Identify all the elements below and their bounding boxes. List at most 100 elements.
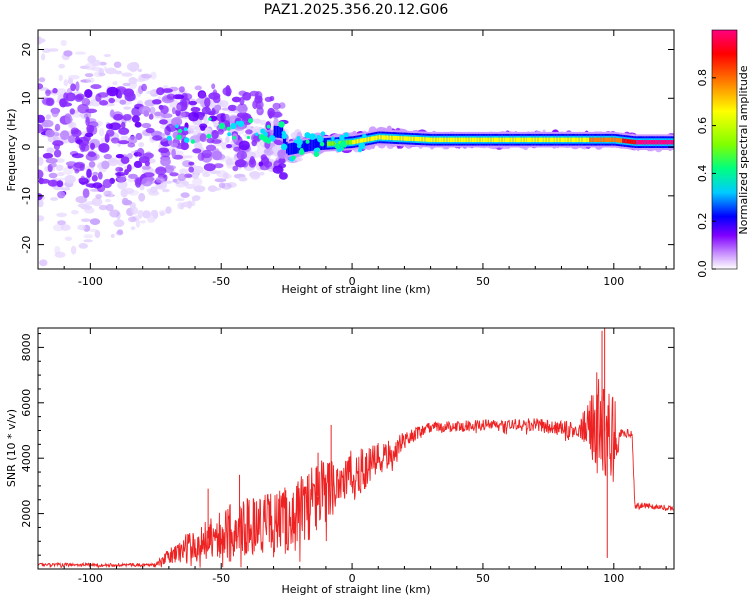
spectrogram-speckle (75, 196, 88, 204)
snr-marks (38, 328, 674, 569)
spectrogram-speckle (140, 73, 152, 79)
spectrogram-ridge-cell (394, 135, 397, 141)
spectrogram-ridge-cell (652, 140, 654, 145)
snr-y-tick-label: 8000 (20, 333, 33, 361)
spectrogram-speckle (146, 90, 156, 95)
spectrogram-blob (160, 113, 173, 119)
spectrogram-ridge-cell (628, 139, 631, 144)
spectrogram-blob (236, 150, 248, 160)
spectrogram-speckle (238, 176, 248, 182)
spectrogram-speckle (120, 188, 128, 198)
spectrogram-speckle (94, 229, 101, 239)
spectrogram-blob (123, 88, 135, 97)
spectrogram-speckle (117, 229, 124, 235)
spectrogram-ridge-cell (474, 137, 477, 142)
spectrogram-x-tick-label: -100 (78, 275, 103, 288)
spectrogram-ridge-cell (535, 137, 538, 142)
spectrogram-speckle (165, 206, 172, 214)
spectrogram-speckle (127, 177, 136, 183)
spectrogram-speckle (202, 172, 211, 178)
spectrogram-peak (206, 133, 212, 139)
spectrogram-speckle (58, 74, 63, 82)
spectrogram-ridge-cell (661, 140, 664, 145)
spectrogram-ridge-cell (509, 137, 511, 142)
spectrogram-blob (128, 136, 138, 144)
spectrogram-ridge-cell (637, 140, 640, 145)
spectrogram-peak (296, 136, 301, 140)
spectrogram-speckle (149, 106, 156, 115)
spectrogram-blob (177, 173, 187, 182)
spectrogram-ridge-cell (491, 137, 494, 142)
spectrogram-blob (85, 132, 94, 138)
snr-y-tick-label: 6000 (20, 389, 33, 417)
spectrogram-speckle (160, 133, 166, 137)
spectrogram-ridge-cell (619, 138, 621, 143)
spectrogram-blob (86, 168, 92, 178)
spectrogram-speckle (109, 157, 115, 164)
spectrogram-y-axis-title: Frequency (Hz) (5, 109, 18, 192)
spectrogram-ridge-cell (396, 135, 398, 141)
spectrogram-speckle (103, 66, 108, 71)
spectrogram-blob (271, 111, 283, 118)
spectrogram-blob (245, 129, 253, 135)
spectrogram-blob (45, 129, 55, 138)
spectrogram-blob (159, 119, 168, 125)
spectrogram-speckle (295, 157, 303, 162)
spectrogram-blob (134, 121, 142, 128)
spectrogram-ridge-cell (597, 137, 599, 142)
spectrogram-speckle (250, 171, 261, 180)
spectrogram-ridge-cell (413, 136, 416, 142)
spectrogram-speckle (64, 236, 73, 241)
spectrogram-speckle (45, 114, 51, 120)
spectrogram-ridge-cell (375, 135, 378, 140)
spectrogram-peak (296, 138, 303, 146)
spectrogram-ridge-cell (548, 137, 551, 142)
spectrogram-blob (211, 150, 223, 161)
spectrogram-y-tick-label: -10 (20, 187, 33, 205)
spectrogram-ridge-cell (502, 137, 505, 142)
snr-x-tick-label: -50 (212, 572, 230, 585)
spectrogram-blob (113, 113, 124, 121)
spectrogram-ridge-cell (573, 137, 576, 142)
spectrogram-ridge-cell (493, 137, 496, 142)
spectrogram-blob (211, 129, 219, 140)
spectrogram-ridge-cell (551, 137, 554, 142)
spectrogram-blob (119, 167, 124, 172)
spectrogram-blob (155, 176, 166, 183)
spectrogram-blob (278, 157, 286, 164)
spectrogram-ridge-cell (358, 138, 361, 144)
spectrogram-peak (262, 136, 269, 143)
spectrogram-peak (334, 143, 341, 150)
spectrogram-ridge-cell (466, 137, 469, 142)
spectrogram-blob (38, 169, 44, 179)
spectrogram-speckle (121, 72, 133, 77)
spectrogram-speckle (162, 188, 170, 193)
spectrogram-blob (133, 160, 143, 168)
spectrogram-y-tick-label: 0 (20, 144, 33, 151)
spectrogram-blob (73, 161, 85, 169)
spectrogram-ridge-cell (553, 137, 555, 142)
spectrogram-ridge-cell (488, 137, 491, 142)
spectrogram-ridge-cell (361, 138, 364, 143)
spectrogram-blob (231, 96, 242, 103)
spectrogram-peak (248, 118, 254, 124)
spectrogram-speckle (214, 178, 227, 183)
spectrogram-peak (183, 137, 190, 143)
spectrogram-peak (334, 139, 339, 144)
spectrogram-ridge-cell (538, 137, 541, 142)
spectrogram-speckle (192, 195, 201, 201)
spectrogram-ridge-cell (287, 143, 290, 156)
spectrogram-blob (232, 165, 239, 172)
spectrogram-blob (81, 98, 91, 106)
spectrogram-blob (82, 188, 90, 199)
spectrogram-speckle (84, 73, 94, 78)
colorbar-ticks: 0.0 0.2 0.4 0.6 0.8 (696, 69, 716, 278)
spectrogram-speckle (172, 178, 178, 183)
spectrogram-blob (154, 111, 163, 117)
spectrogram-blob (192, 148, 202, 154)
spectrogram-ridge-cell (543, 137, 546, 142)
spectrogram-ridge-cell (586, 137, 588, 142)
spectrogram-speckle (193, 185, 206, 193)
spectrogram-ridge-cell (350, 140, 353, 145)
spectrogram-ridge-cell (567, 137, 569, 142)
